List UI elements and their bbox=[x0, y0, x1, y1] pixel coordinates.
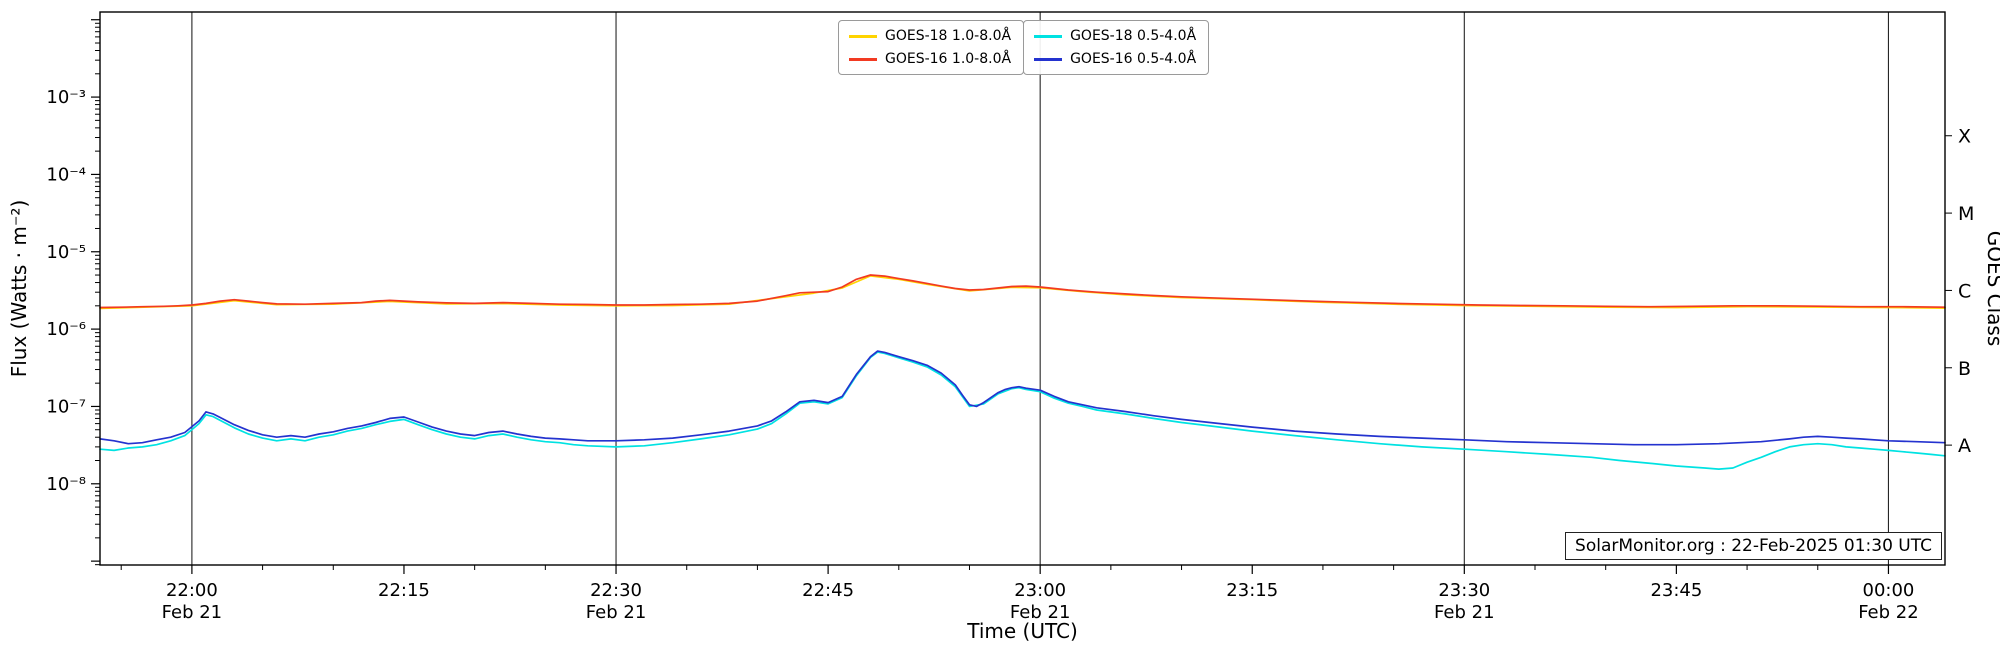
y-tick-label: 10⁻⁴ bbox=[46, 164, 86, 185]
legend-swatch-goes16-short bbox=[1034, 57, 1063, 61]
legend-swatch-goes16-long bbox=[849, 57, 877, 61]
x-tick-date-label: Feb 21 bbox=[1434, 602, 1495, 623]
x-tick-label: 22:30 bbox=[590, 580, 642, 601]
legend-box-long-channel: GOES-18 1.0-8.0Å GOES-16 1.0-8.0Å bbox=[838, 20, 1025, 75]
x-tick-label: 23:30 bbox=[1438, 580, 1490, 601]
x-tick-date-label: Feb 21 bbox=[1010, 602, 1071, 623]
watermark-timestamp: SolarMonitor.org : 22-Feb-2025 01:30 UTC bbox=[1565, 532, 1942, 560]
y-tick-label: 10⁻⁸ bbox=[46, 474, 86, 495]
y-tick-label: 10⁻⁶ bbox=[46, 319, 86, 340]
y-tick-label: 10⁻⁵ bbox=[46, 242, 86, 263]
legend-item: GOES-18 1.0-8.0Å bbox=[849, 28, 1011, 44]
legend-swatch-goes18-short bbox=[1034, 34, 1063, 38]
legend-label: GOES-18 1.0-8.0Å bbox=[885, 28, 1012, 44]
goes-class-letter: X bbox=[1958, 126, 1971, 148]
x-axis-title: Time (UTC) bbox=[966, 619, 1078, 643]
x-tick-label: 23:45 bbox=[1650, 580, 1702, 601]
legend-label: GOES-18 0.5-4.0Å bbox=[1070, 28, 1197, 44]
x-tick-date-label: Feb 21 bbox=[586, 602, 647, 623]
x-tick-date-label: Feb 21 bbox=[162, 602, 223, 623]
legend-box-short-channel: GOES-18 0.5-4.0Å GOES-16 0.5-4.0Å bbox=[1023, 20, 1210, 75]
legend-item: GOES-18 0.5-4.0Å bbox=[1034, 28, 1196, 44]
x-tick-label: 23:15 bbox=[1226, 580, 1278, 601]
series-line-goes-16-0-5-4-0- bbox=[99, 350, 1946, 446]
series-line-goes-18-1-0-8-0- bbox=[99, 275, 1946, 310]
y-tick-label: 10⁻³ bbox=[46, 87, 86, 108]
x-tick-label: 22:15 bbox=[378, 580, 430, 601]
y-tick-label: 10⁻⁷ bbox=[46, 396, 86, 417]
legend-swatch-goes18-long bbox=[849, 34, 877, 38]
x-tick-label: 00:00 bbox=[1863, 580, 1915, 601]
legend-item: GOES-16 0.5-4.0Å bbox=[1034, 51, 1196, 67]
right-axis: X M C B A GOES Class bbox=[1945, 126, 2000, 457]
x-tick-label: 22:45 bbox=[802, 580, 854, 601]
x-tick-label: 23:00 bbox=[1014, 580, 1066, 601]
right-axis-title: GOES Class bbox=[1983, 231, 2000, 347]
x-tick-label: 22:00 bbox=[166, 580, 218, 601]
legend: GOES-18 1.0-8.0Å GOES-16 1.0-8.0Å GOES-1… bbox=[838, 20, 1210, 75]
legend-item: GOES-16 1.0-8.0Å bbox=[849, 51, 1011, 67]
x-tick-date-label: Feb 22 bbox=[1858, 602, 1919, 623]
legend-label: GOES-16 0.5-4.0Å bbox=[1070, 51, 1197, 67]
goes-class-letter: B bbox=[1958, 358, 1971, 380]
y-axis: 10⁻³ 10⁻⁴ 10⁻⁵ 10⁻⁶ 10⁻⁷ 10⁻⁸ Flux (Watts · m⁻… bbox=[7, 19, 100, 566]
goes-class-letter: A bbox=[1958, 435, 1971, 457]
goes-class-letter: M bbox=[1958, 203, 1974, 225]
goes-class-letter: C bbox=[1958, 280, 1971, 302]
series-line-goes-18-0-5-4-0- bbox=[99, 351, 1946, 470]
plot-border bbox=[99, 11, 1946, 566]
legend-label: GOES-16 1.0-8.0Å bbox=[885, 51, 1012, 67]
series-line-goes-16-1-0-8-0- bbox=[99, 274, 1946, 309]
y-axis-title: Flux (Watts · m⁻²) bbox=[7, 200, 31, 378]
series-lines bbox=[99, 274, 1946, 470]
